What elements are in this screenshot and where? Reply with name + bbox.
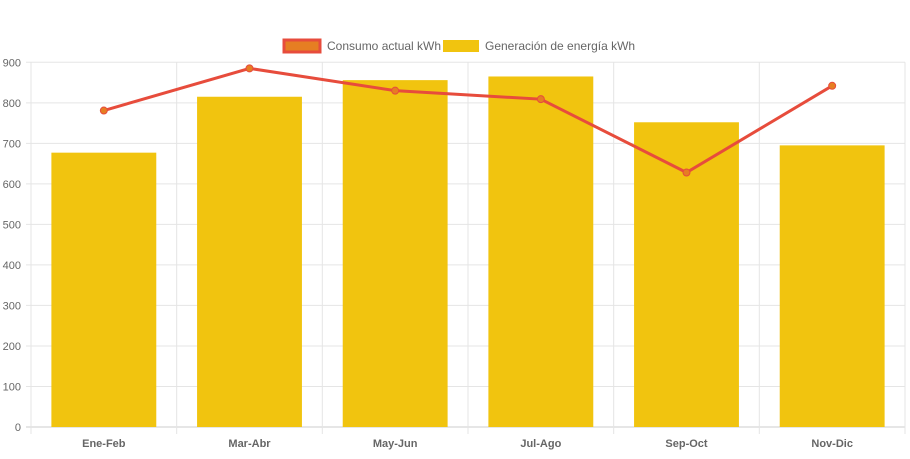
line-consumo [103,66,833,175]
point-consumo [536,95,545,104]
point-consumo [682,168,691,177]
legend-swatch-consumo [282,38,322,54]
legend-item-generacion[interactable]: Generación de energía kWh [443,39,635,53]
y-tick-label: 700 [3,138,21,150]
legend-swatch-generacion [443,40,479,52]
y-tick-label: 900 [3,57,21,69]
legend-label-generacion: Generación de energía kWh [485,39,635,53]
x-tick-label: Jul-Ago [520,438,561,450]
x-tick-label: May-Jun [373,438,418,450]
legend: Consumo actual kWh Generación de energía… [282,38,635,54]
y-tick-label: 500 [3,219,21,231]
bar-generacion [488,76,594,427]
y-tick-label: 600 [3,179,21,191]
y-tick-label: 400 [3,260,21,272]
x-tick-label: Ene-Feb [82,438,126,450]
point-consumo [99,106,108,115]
bar-generacion [634,122,739,427]
y-tick-label: 0 [15,422,21,434]
bar-generacion [779,145,885,428]
x-tick-label: Nov-Dic [811,438,853,450]
point-consumo [391,86,400,95]
point-consumo [245,64,254,73]
x-tick-label: Sep-Oct [665,438,708,450]
y-tick-label: 300 [3,300,21,312]
y-tick-label: 200 [3,341,21,353]
legend-item-consumo[interactable]: Consumo actual kWh [282,38,441,54]
point-consumo [828,81,837,90]
y-tick-label: 800 [3,98,21,110]
x-tick-label: Mar-Abr [228,438,271,450]
bar-generacion [51,152,157,427]
bar-generacion [197,96,302,427]
y-tick-label: 100 [3,381,21,393]
bar-generacion [342,80,448,428]
legend-label-consumo: Consumo actual kWh [327,39,441,53]
